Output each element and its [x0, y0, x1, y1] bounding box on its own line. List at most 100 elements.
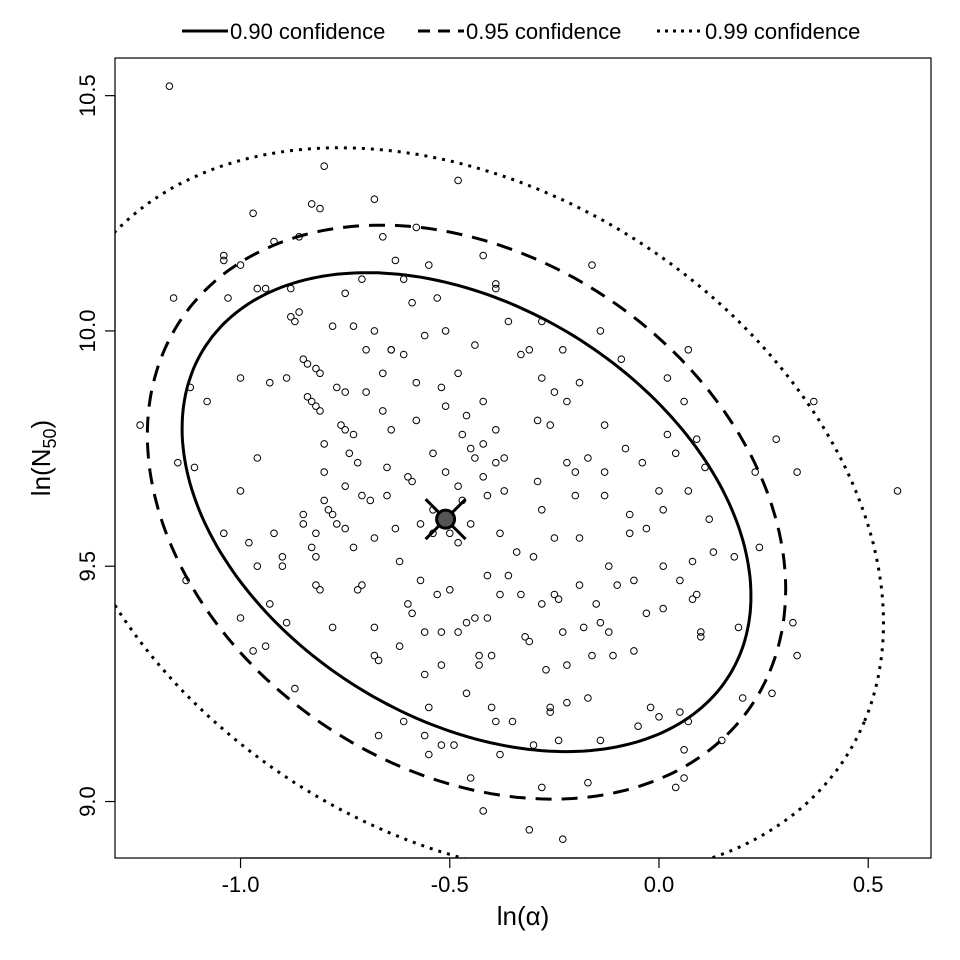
- data-point: [379, 369, 387, 378]
- x-axis: -1.0 -0.5 0.0 0.5: [222, 857, 884, 897]
- x-tick-label: -0.5: [431, 872, 469, 897]
- data-point: [462, 618, 471, 627]
- data-point: [492, 284, 500, 293]
- data-point: [307, 543, 316, 552]
- data-point: [341, 524, 350, 533]
- data-point: [441, 402, 450, 411]
- data-point: [688, 557, 697, 566]
- data-point: [399, 350, 408, 359]
- data-point: [395, 557, 404, 566]
- data-point: [617, 355, 626, 364]
- data-point: [333, 383, 341, 392]
- data-point: [793, 468, 801, 476]
- data-point: [676, 576, 684, 585]
- data-point: [341, 426, 350, 434]
- data-point: [533, 477, 542, 486]
- data-point: [353, 586, 362, 594]
- data-point: [680, 746, 688, 754]
- data-point: [638, 458, 647, 467]
- data-point: [387, 346, 396, 354]
- data-point: [613, 581, 622, 589]
- data-point: [261, 642, 270, 651]
- data-point: [266, 378, 274, 387]
- data-point: [370, 651, 379, 660]
- data-point: [496, 750, 504, 759]
- legend-label-095: 0.95 confidence: [466, 19, 621, 44]
- y-tick-label: 9.5: [75, 551, 100, 582]
- data-point: [345, 449, 354, 458]
- data-point: [563, 397, 571, 406]
- data-point: [316, 407, 324, 415]
- data-point: [692, 435, 701, 444]
- data-point: [395, 642, 404, 651]
- data-point: [404, 600, 412, 608]
- data-point: [772, 435, 781, 444]
- data-point: [454, 628, 462, 636]
- ellipse-solid: [180, 271, 753, 754]
- data-point: [542, 666, 550, 674]
- data-point: [253, 454, 262, 462]
- data-point: [483, 491, 492, 500]
- data-point: [584, 778, 592, 787]
- data-point: [538, 783, 546, 792]
- data-point: [525, 346, 534, 354]
- data-point: [220, 251, 228, 260]
- data-point: [165, 82, 174, 90]
- data-point: [496, 529, 504, 538]
- y-axis-title: ln(N50): [26, 420, 60, 496]
- data-point: [734, 623, 743, 632]
- x-tick-label: 0.5: [853, 872, 884, 897]
- data-point: [433, 590, 442, 599]
- data-point: [190, 463, 199, 472]
- data-point: [600, 421, 609, 429]
- plot-frame: [114, 57, 932, 859]
- data-point: [236, 261, 245, 269]
- data-point: [705, 515, 714, 524]
- data-point: [299, 520, 308, 528]
- data-point: [508, 717, 517, 726]
- data-point: [642, 609, 651, 618]
- data-point: [655, 487, 663, 495]
- data-point: [328, 623, 337, 632]
- data-point: [697, 633, 705, 641]
- data-point: [312, 581, 320, 589]
- data-point: [366, 496, 375, 505]
- data-point: [416, 576, 425, 585]
- data-point: [312, 364, 320, 373]
- data-point: [521, 633, 529, 641]
- data-point: [692, 590, 701, 599]
- data-point: [169, 294, 178, 302]
- data-point: [307, 200, 316, 208]
- x-tick-label: 0.0: [644, 872, 675, 897]
- data-point: [412, 223, 421, 232]
- data-point: [253, 562, 262, 571]
- data-point: [697, 628, 705, 636]
- data-point: [646, 703, 655, 712]
- data-point: [525, 826, 534, 834]
- data-point: [550, 534, 559, 542]
- data-point: [220, 256, 228, 265]
- data-point: [596, 618, 605, 627]
- data-point: [312, 402, 320, 411]
- data-point: [730, 553, 739, 561]
- data-point: [605, 628, 613, 636]
- data-point: [307, 397, 316, 406]
- data-point: [437, 741, 446, 749]
- data-point: [316, 204, 324, 213]
- data-point: [379, 233, 387, 241]
- y-tick-label: 9.0: [75, 786, 100, 817]
- y-tick-label: 10.0: [75, 310, 100, 353]
- data-point: [466, 774, 475, 782]
- data-point: [529, 741, 538, 749]
- data-point: [374, 731, 383, 740]
- data-point: [546, 708, 555, 716]
- data-point: [261, 284, 270, 293]
- data-point: [483, 571, 492, 580]
- y-axis-title-sub: 50: [40, 428, 60, 448]
- data-point: [408, 477, 416, 486]
- x-axis-title: ln(α): [497, 901, 550, 931]
- data-point: [893, 487, 902, 495]
- data-point: [718, 736, 726, 745]
- data-point: [320, 440, 329, 448]
- data-point: [575, 534, 584, 542]
